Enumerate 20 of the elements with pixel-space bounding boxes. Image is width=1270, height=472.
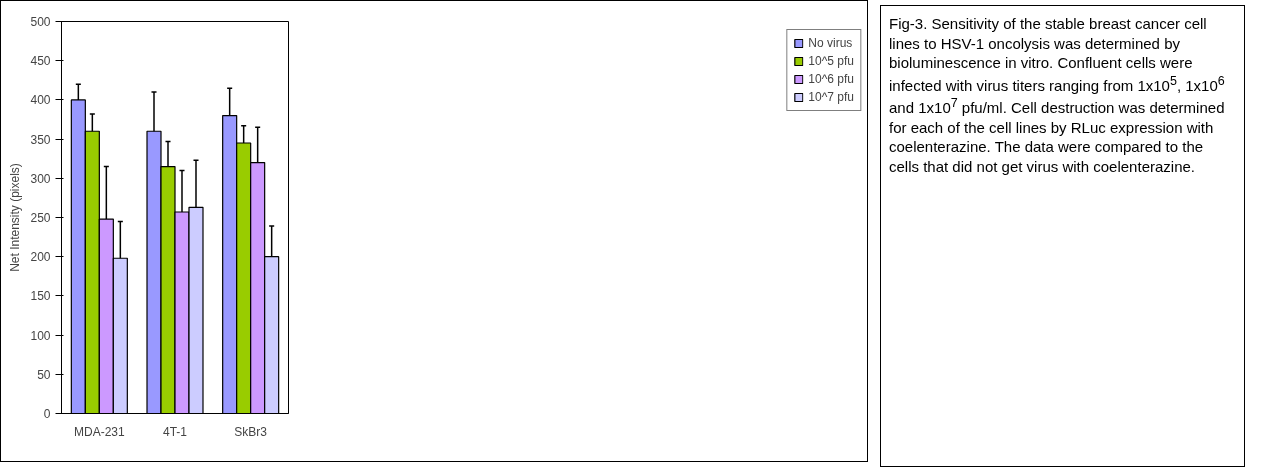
y-tick-label: 500 <box>30 15 51 29</box>
y-tick-label: 400 <box>30 93 51 108</box>
x-tick-label: MDA-231 <box>73 424 125 439</box>
y-tick-label: 150 <box>30 289 51 304</box>
y-tick-label: 100 <box>30 328 51 343</box>
x-tick-label: SkBr3 <box>234 424 268 439</box>
x-tick-label: 4T-1 <box>162 424 188 439</box>
y-tick-label: 450 <box>30 54 51 69</box>
legend-label: 10^6 pfu <box>808 72 854 86</box>
legend-label: 10^5 pfu <box>808 54 854 68</box>
y-tick-label: 300 <box>30 171 51 186</box>
y-tick-label: 350 <box>30 132 51 147</box>
legend-label: 10^7 pfu <box>808 90 854 104</box>
y-tick-label: 0 <box>43 407 51 421</box>
y-tick-label: 50 <box>37 367 51 382</box>
legend-label: No virus <box>808 36 853 50</box>
y-tick-label: 250 <box>30 211 51 225</box>
y-tick-label: 200 <box>30 250 51 265</box>
text: Fig-3. Sensitivity of the stable breast cancer cell lines to HSV-1 oncolysis was determined by bioluminescence in vitro. Confluent cells were infected with virus titers ranging from 1x10$^{5}$, 1x10$^{6}$ and 1x10$^{7}$ pfu/ml. Cell destruction was determined for each of the cell lines by RLuc expression with coelenterazine. The data were compared to the cells that did not get virus with coelenterazine. <box>889 15 1225 175</box>
y-axis-title: Net Intensity (pixels) <box>8 163 23 272</box>
